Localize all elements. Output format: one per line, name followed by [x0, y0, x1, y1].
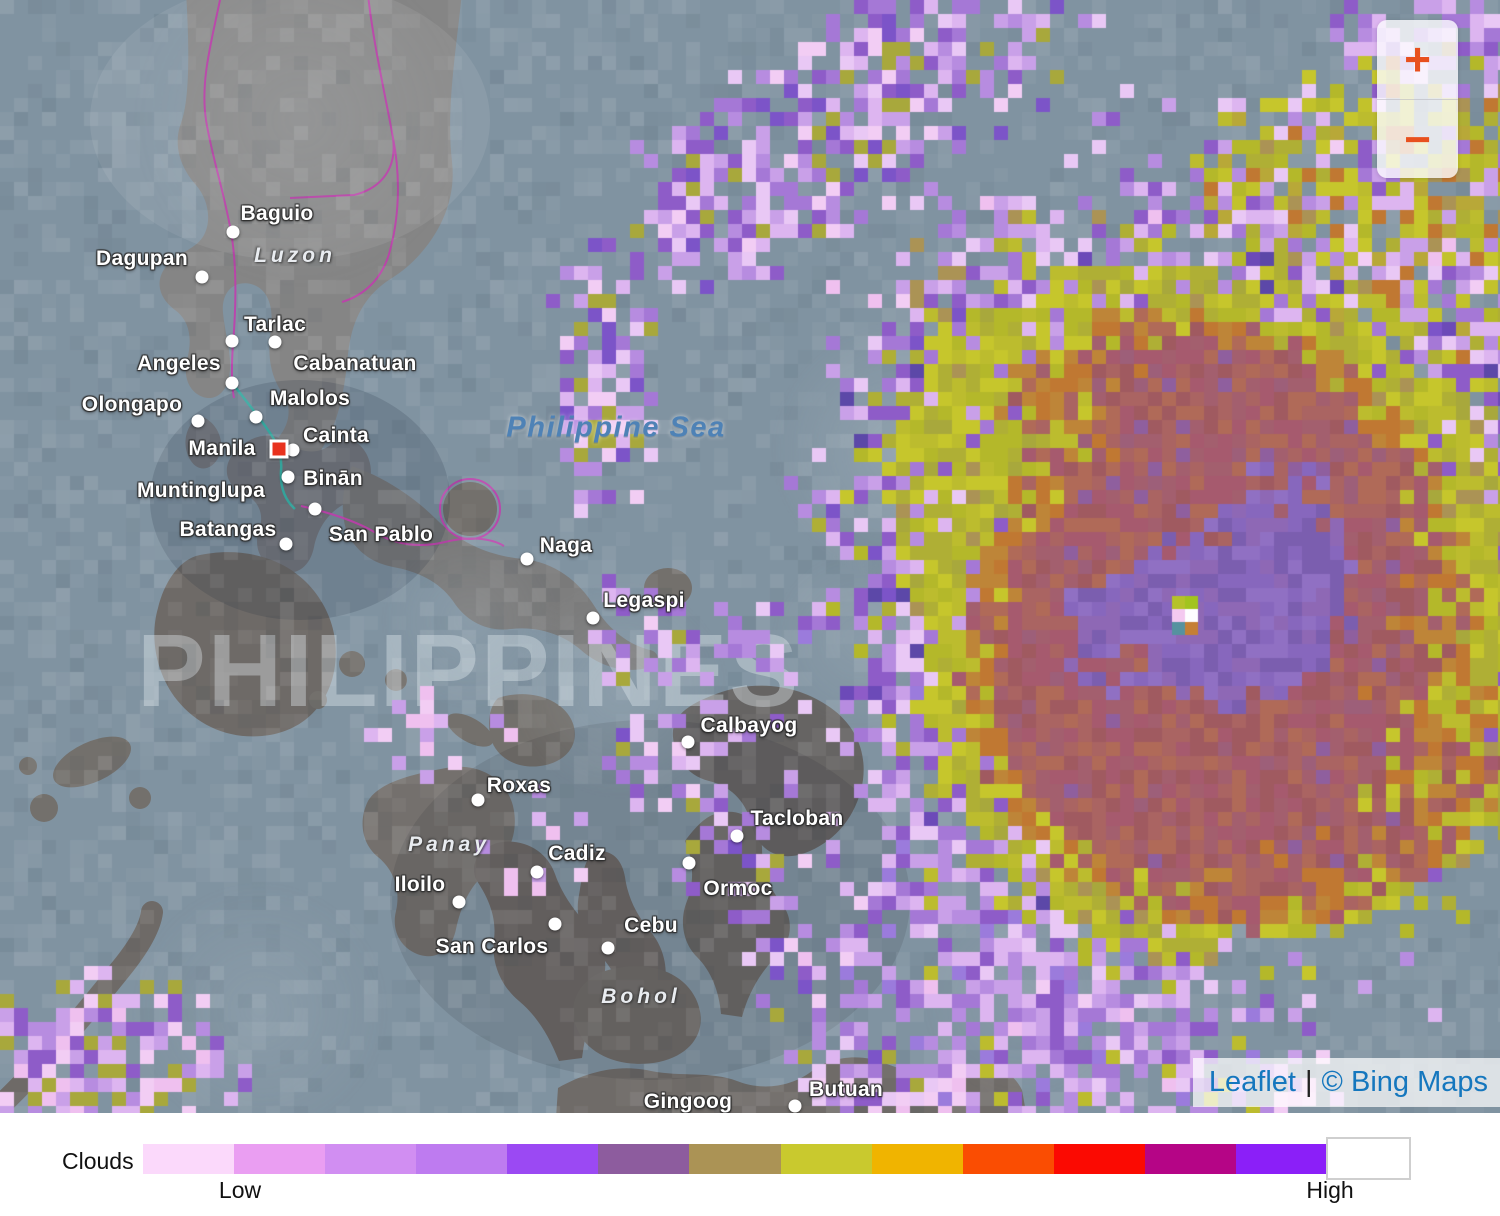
city-dot — [281, 470, 295, 484]
leaflet-link[interactable]: Leaflet — [1208, 1066, 1296, 1098]
map-viewport[interactable]: PHILIPPINES Philippine Sea BaguioDagupan… — [0, 0, 1500, 1113]
city-dot — [268, 335, 282, 349]
city-dot — [195, 270, 209, 284]
city-dot — [586, 611, 600, 625]
legend-title: Clouds — [62, 1148, 134, 1174]
city-label: San Pablo — [328, 523, 434, 546]
city-dot — [601, 941, 615, 955]
legend-color-segment — [598, 1144, 690, 1174]
city-label: Manila — [188, 437, 256, 460]
city-dot — [225, 334, 239, 348]
bing-maps-link[interactable]: © Bing Maps — [1321, 1066, 1488, 1098]
map-labels-layer: Philippine Sea Baguio Dagupan Tarlac Angele… — [81, 202, 884, 1113]
cloud-overlay-canvas — [0, 0, 1500, 1113]
manila-capital-marker — [269, 439, 289, 459]
city-label: Ormoc — [703, 877, 773, 900]
legend-color-segment — [143, 1144, 235, 1174]
region-label: Luzon — [254, 244, 336, 267]
zoom-out-button[interactable]: − — [1404, 112, 1431, 165]
legend-color-segment — [507, 1144, 599, 1174]
legend-color-segment — [234, 1144, 326, 1174]
legend-color-segment — [1053, 1144, 1145, 1174]
region-label: Bohol — [601, 985, 681, 1008]
city-label: San Carlos — [435, 935, 549, 958]
city-label: Cainta — [303, 424, 369, 447]
clouds-legend: Clouds Low High — [0, 1113, 1500, 1216]
city-dot — [279, 537, 293, 551]
city-label: Dagupan — [96, 247, 188, 270]
legend-color-segment — [1235, 1144, 1328, 1174]
city-label: Gingoog — [643, 1090, 733, 1113]
sea-label: Philippine Sea — [506, 411, 726, 444]
city-label: Calbayog — [700, 714, 798, 737]
legend-color-segment — [325, 1144, 417, 1174]
attribution-separator: | — [1305, 1066, 1313, 1098]
city-label: Tacloban — [750, 807, 844, 830]
legend-color-segment — [962, 1144, 1054, 1174]
city-label: Naga — [539, 534, 593, 557]
city-label: Batangas — [179, 518, 277, 541]
city-dot — [249, 410, 263, 424]
legend-end-box — [1326, 1137, 1411, 1180]
legend-color-segment — [871, 1144, 963, 1174]
city-dot — [682, 856, 696, 870]
city-dot — [225, 376, 239, 390]
city-dot — [191, 414, 205, 428]
city-dot — [286, 443, 300, 457]
city-label: Legaspi — [603, 589, 685, 612]
legend-color-segment — [780, 1144, 872, 1174]
city-dot — [681, 735, 695, 749]
city-dot — [788, 1099, 802, 1113]
city-label: Cabanatuan — [293, 352, 417, 375]
legend-color-bar — [143, 1144, 1328, 1174]
city-label: Iloilo — [394, 873, 446, 896]
city-label: Muntinglupa — [136, 479, 266, 502]
city-label: Cadiz — [548, 842, 606, 865]
legend-high-label: High — [1306, 1177, 1354, 1203]
city-dot — [530, 865, 544, 879]
city-label: Roxas — [486, 774, 552, 797]
city-dot — [471, 793, 485, 807]
city-label: Cebu — [624, 914, 678, 937]
city-dot — [452, 895, 466, 909]
city-dot — [308, 502, 322, 516]
legend-color-segment — [1144, 1144, 1236, 1174]
city-dot — [520, 552, 534, 566]
city-label: Baguio — [240, 202, 314, 225]
city-dot — [226, 225, 240, 239]
city-dot — [730, 829, 744, 843]
legend-color-segment — [416, 1144, 508, 1174]
city-label: Butuan — [808, 1078, 884, 1101]
zoom-control: + − — [1377, 20, 1458, 178]
legend-low-label: Low — [218, 1177, 262, 1203]
city-label: Tarlac — [243, 313, 307, 336]
map-attribution: Leaflet | © Bing Maps — [1192, 1058, 1500, 1107]
city-label: Malolos — [269, 387, 351, 410]
city-label: Olongapo — [81, 393, 183, 416]
city-label: Angeles — [137, 352, 221, 375]
legend-color-segment — [689, 1144, 781, 1174]
region-label: Panay — [408, 833, 490, 856]
city-label: Binān — [303, 467, 363, 490]
zoom-in-button[interactable]: + — [1377, 20, 1458, 100]
city-dot — [548, 917, 562, 931]
